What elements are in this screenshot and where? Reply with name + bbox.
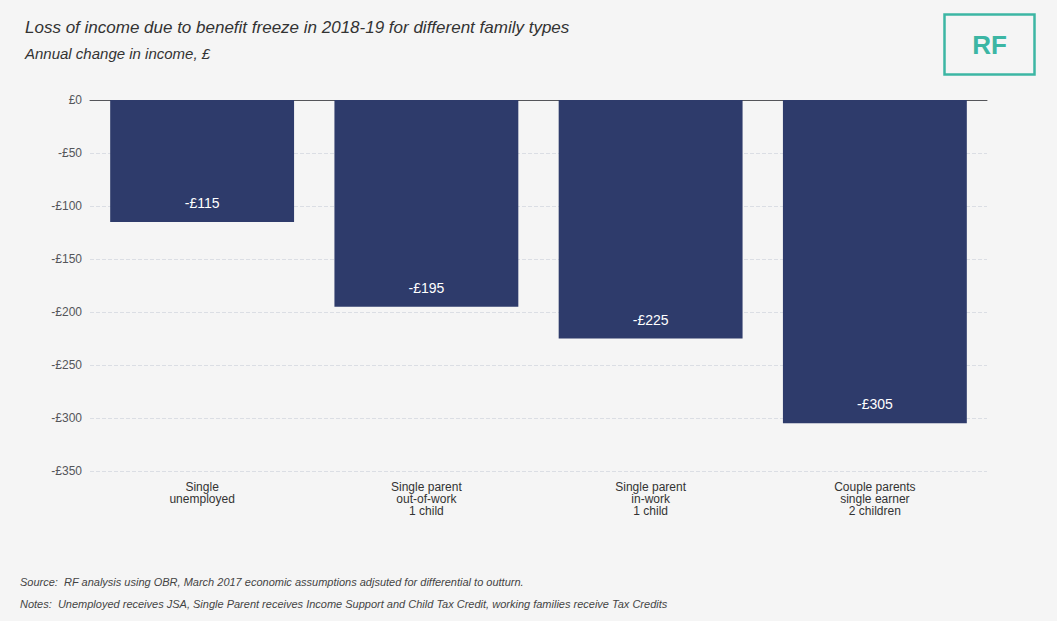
svg-text:single earner: single earner bbox=[840, 492, 910, 506]
svg-text:Loss of income due to benefit: Loss of income due to benefit freeze in … bbox=[25, 18, 570, 37]
svg-text:-£100: -£100 bbox=[51, 199, 82, 213]
svg-text:1 child: 1 child bbox=[633, 504, 668, 518]
svg-text:Annual change in income, £: Annual change in income, £ bbox=[24, 45, 211, 62]
svg-text:-£115: -£115 bbox=[185, 195, 220, 211]
svg-text:-£350: -£350 bbox=[51, 464, 82, 478]
svg-text:-£150: -£150 bbox=[51, 252, 82, 266]
svg-text:-£200: -£200 bbox=[51, 305, 82, 319]
svg-text:RF: RF bbox=[972, 30, 1007, 60]
svg-text:2 children: 2 children bbox=[849, 504, 901, 518]
svg-text:1 child: 1 child bbox=[409, 504, 444, 518]
svg-text:Single parent: Single parent bbox=[615, 480, 686, 494]
svg-text:-£195: -£195 bbox=[408, 280, 444, 296]
svg-text:-£225: -£225 bbox=[633, 312, 669, 328]
svg-text:-£300: -£300 bbox=[51, 411, 82, 425]
svg-text:out-of-work: out-of-work bbox=[396, 492, 457, 506]
svg-text:Couple parents: Couple parents bbox=[834, 480, 916, 494]
svg-text:Single parent: Single parent bbox=[391, 480, 462, 494]
svg-text:£0: £0 bbox=[69, 93, 83, 107]
svg-text:-£250: -£250 bbox=[51, 358, 82, 372]
svg-text:Single: Single bbox=[185, 480, 219, 494]
svg-text:Source: RF analysis using OBR: Source: RF analysis using OBR, March 201… bbox=[20, 576, 524, 588]
svg-text:Notes: Unemployed receives JS: Notes: Unemployed receives JSA, Single P… bbox=[20, 598, 668, 610]
svg-text:-£50: -£50 bbox=[58, 146, 82, 160]
svg-text:unemployed: unemployed bbox=[169, 492, 234, 506]
svg-text:-£305: -£305 bbox=[857, 396, 893, 412]
svg-text:in-work: in-work bbox=[631, 492, 670, 506]
